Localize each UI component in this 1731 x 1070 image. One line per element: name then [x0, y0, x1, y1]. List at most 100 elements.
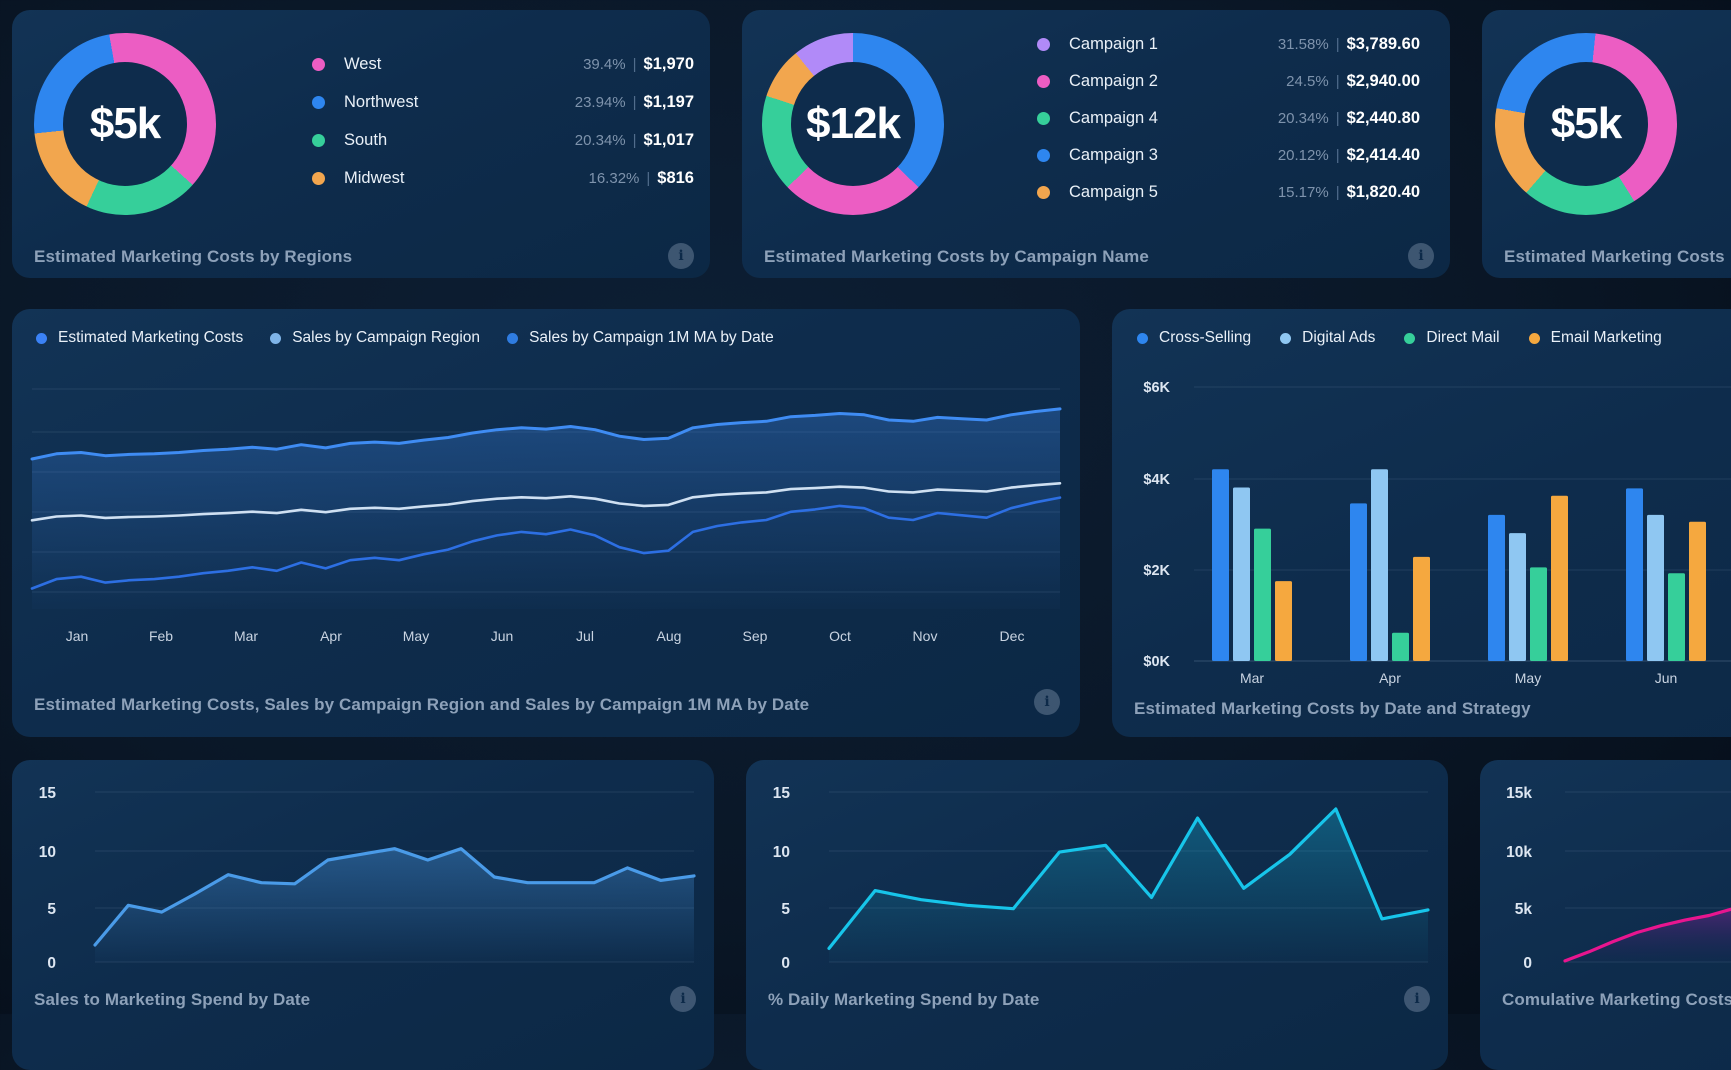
card-costs-by-strategy: Cross-Selling Digital Ads Direct Mail Email… [1112, 309, 1731, 737]
legend-item[interactable]: Email Marketing [1528, 329, 1662, 347]
donut-chart-campaigns: $12k [762, 33, 944, 215]
legend-label: Midwest [344, 168, 405, 187]
bar-email-marketing [1551, 495, 1568, 661]
card-title: Estimated Marketing Costs by Date and St… [1134, 699, 1531, 718]
y-axis-label: 5k [1515, 901, 1533, 918]
bar-email-marketing [1689, 521, 1706, 661]
legend-item[interactable]: Estimated Marketing Costs [36, 329, 243, 347]
card-sales-to-spend: 15 10 5 0 Sales to Marketing Spend by Date … [12, 760, 714, 1070]
legend-percent: 31.58% [1277, 35, 1329, 53]
x-axis-label: Jun [1655, 670, 1678, 686]
x-axis-label: May [1515, 670, 1541, 686]
info-icon[interactable]: i [1034, 689, 1060, 715]
info-icon[interactable]: i [1408, 243, 1434, 269]
legend-percent: 15.17% [1277, 183, 1329, 201]
card-cumulative-costs: 15k 10k 5k 0 Comulative Marketing Costs [1480, 760, 1731, 1070]
legend-item[interactable]: Digital Ads [1280, 329, 1375, 347]
y-axis-label: 10k [1506, 844, 1532, 861]
series-line [93, 847, 696, 947]
legend-dot [1037, 185, 1050, 199]
y-axis-label: 5 [781, 901, 790, 918]
legend-label: Digital Ads [1302, 329, 1376, 346]
legend-divider: | [1335, 72, 1340, 90]
legend-value: $2,414.40 [1346, 145, 1420, 164]
y-axis-label: 15 [39, 785, 57, 802]
legend-dot [312, 95, 325, 109]
legend-item[interactable]: Campaign 1 31.58% | $3,789.60 [1037, 32, 1420, 56]
legend-item[interactable]: South 20.34% | $1,017 [312, 128, 694, 152]
donut-legend-regions: West 39.4% | $1,970 Northwest 23.94% | $1,197 So… [312, 52, 694, 190]
legend-percent: 20.12% [1277, 146, 1329, 164]
legend-item[interactable]: Midwest 16.32% | $816 [312, 166, 694, 190]
legend-dot [1137, 332, 1148, 344]
legend-item[interactable]: Northwest 23.94% | $1,197 [312, 90, 694, 114]
legend-dot [507, 332, 519, 344]
bar-cross-selling [1626, 488, 1643, 661]
card-costs-third: $5k Estimated Marketing Costs [1482, 10, 1731, 278]
bar-email-marketing [1275, 581, 1292, 661]
legend-label: Sales by Campaign Region [292, 329, 481, 346]
legend-item[interactable]: Campaign 3 20.12% | $2,414.40 [1037, 143, 1420, 167]
legend-dot [1037, 148, 1050, 162]
x-axis-label: Apr [320, 628, 342, 644]
card-title: Comulative Marketing Costs [1502, 990, 1731, 1009]
legend-divider: | [1335, 35, 1340, 53]
x-axis-label: Apr [1379, 670, 1401, 686]
card-costs-by-campaign: $12k Campaign 1 31.58% | $3,789.60 Campaign … [742, 10, 1450, 278]
series-line [827, 807, 1430, 950]
info-icon[interactable]: i [670, 986, 696, 1012]
y-axis-label: $2K [1143, 563, 1170, 579]
series-line [1563, 907, 1731, 963]
info-glyph: i [1418, 248, 1424, 264]
legend-dot [36, 332, 47, 344]
info-icon[interactable]: i [1404, 986, 1430, 1012]
legend-dot [1404, 332, 1416, 344]
legend-percent: 24.5% [1286, 72, 1329, 90]
x-axis-label: Mar [1240, 670, 1264, 686]
card-title: Estimated Marketing Costs [1504, 247, 1725, 266]
legend-item[interactable]: Campaign 2 24.5% | $2,940.00 [1037, 69, 1420, 93]
legend-dot [312, 133, 325, 147]
legend-dot [1037, 74, 1050, 88]
donut-chart-regions: $5k [34, 33, 216, 215]
legend-value: $3,789.60 [1346, 34, 1420, 53]
info-glyph: i [678, 248, 684, 264]
legend-label: Campaign 3 [1069, 145, 1158, 164]
legend-percent: 39.4% [583, 55, 626, 73]
bar-digital-ads [1233, 487, 1250, 661]
legend-item[interactable]: Direct Mail [1404, 329, 1500, 347]
y-axis-label: 0 [1523, 955, 1532, 972]
legend-item[interactable]: Cross-Selling [1137, 329, 1251, 347]
card-trend-lines: Estimated Marketing Costs Sales by Campai… [12, 309, 1080, 737]
legend-percent: 23.94% [574, 93, 626, 111]
legend-value: $1,820.40 [1346, 182, 1420, 201]
legend-value: $816 [657, 168, 694, 187]
bar-cross-selling [1488, 514, 1505, 661]
legend-label: Sales by Campaign 1M MA by Date [529, 329, 774, 346]
donut-legend-campaigns: Campaign 1 31.58% | $3,789.60 Campaign 2 24.5… [1037, 32, 1420, 204]
legend-dot [1037, 37, 1050, 51]
y-axis-label: 15 [773, 785, 791, 802]
info-icon[interactable]: i [668, 243, 694, 269]
legend-item[interactable]: Campaign 4 20.34% | $2,440.80 [1037, 106, 1420, 130]
legend-dot [1280, 332, 1292, 344]
legend-label: Campaign 5 [1069, 182, 1158, 201]
legend-divider: | [632, 55, 637, 73]
y-axis-label: $0K [1143, 654, 1170, 670]
legend-dot [312, 171, 325, 185]
x-axis-label: Oct [829, 628, 851, 644]
legend-label: Email Marketing [1550, 329, 1662, 346]
legend-item[interactable]: Sales by Campaign Region [270, 329, 480, 347]
legend-item[interactable]: Sales by Campaign 1M MA by Date [507, 329, 774, 347]
legend-item[interactable]: Campaign 5 15.17% | $1,820.40 [1037, 180, 1420, 204]
bar-cross-selling [1350, 503, 1367, 661]
x-axis-label: Nov [913, 628, 938, 644]
legend-label: Cross-Selling [1159, 329, 1252, 346]
legend-label: Estimated Marketing Costs [58, 329, 244, 346]
legend-value: $1,197 [643, 92, 694, 111]
donut-hole: $5k [63, 62, 187, 186]
legend-item[interactable]: West 39.4% | $1,970 [312, 52, 694, 76]
legend-value: $1,017 [643, 130, 694, 149]
y-axis-label: 0 [47, 955, 56, 972]
info-glyph: i [1414, 991, 1420, 1007]
